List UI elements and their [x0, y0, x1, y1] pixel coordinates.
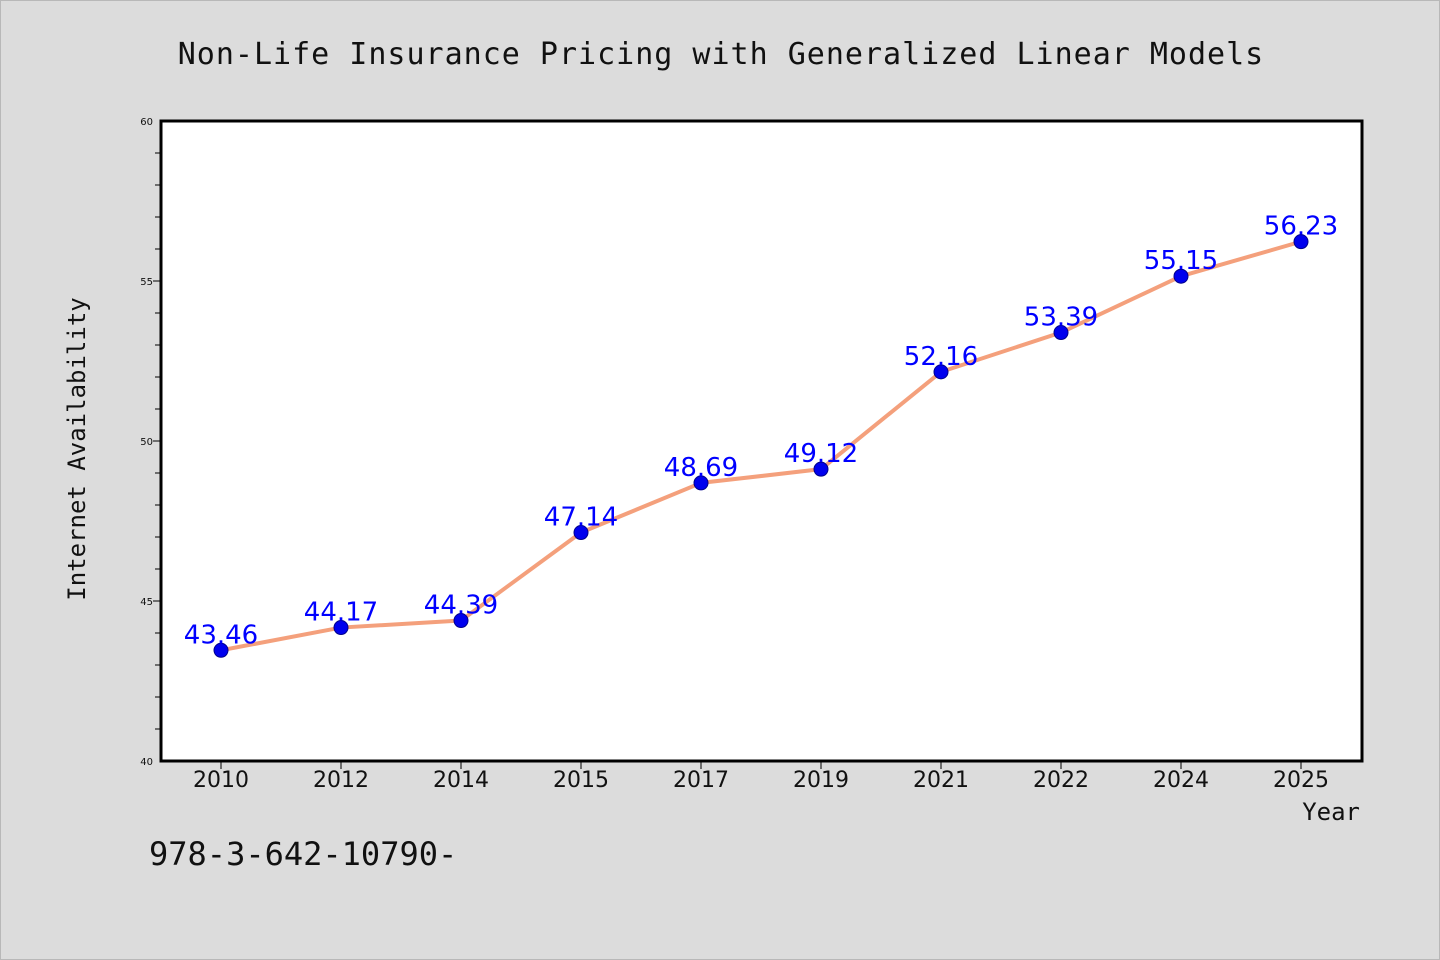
data-label: 43.46 [184, 620, 258, 650]
data-point [933, 364, 949, 380]
data-labels: 43.46 44.17 44.39 47.14 48.69 49.12 52.16 53.39… [184, 212, 1338, 651]
y-tick-label: 40 [140, 757, 153, 768]
y-tick-label: 60 [140, 117, 153, 128]
data-label: 48.69 [664, 453, 738, 483]
y-axis-label: Internet Availability [63, 297, 91, 600]
y-axis-ticks: 40 45 50 55 60 [140, 117, 161, 768]
x-tick-label: 2015 [553, 768, 609, 793]
x-tick-label: 2022 [1033, 768, 1089, 793]
data-label: 49.12 [784, 439, 858, 469]
data-point [813, 461, 829, 477]
y-tick-label: 50 [140, 437, 153, 448]
x-tick-label: 2019 [793, 768, 849, 793]
chart-title: Non-Life Insurance Pricing with Generali… [178, 37, 1265, 72]
data-label: 53.39 [1024, 303, 1098, 333]
data-label: 56.23 [1264, 212, 1338, 242]
y-tick-label: 45 [140, 597, 153, 608]
plot-area [159, 119, 1364, 763]
data-label: 44.17 [304, 598, 378, 628]
data-label: 52.16 [904, 342, 978, 372]
data-point [693, 475, 709, 491]
data-point [573, 525, 589, 541]
data-point [1173, 268, 1189, 284]
x-tick-label: 2014 [433, 768, 489, 793]
data-label: 44.39 [424, 591, 498, 621]
x-axis-ticks: 2010 2012 2014 2015 2017 2019 2021 2022 2024 2025 [193, 761, 1329, 793]
data-label: 47.14 [544, 503, 618, 533]
series-line [220, 239, 1302, 653]
data-point [333, 620, 349, 636]
data-point [453, 613, 469, 629]
footer-isbn-text: 978-3-642-10790- [149, 835, 457, 873]
data-point [213, 642, 229, 658]
data-point [1053, 325, 1069, 341]
x-tick-label: 2012 [313, 768, 369, 793]
data-label: 55.15 [1144, 246, 1218, 276]
x-tick-label: 2024 [1153, 768, 1209, 793]
data-point [1293, 234, 1309, 250]
series-markers [213, 234, 1309, 658]
x-tick-label: 2010 [193, 768, 249, 793]
x-tick-label: 2021 [913, 768, 969, 793]
y-tick-label: 55 [140, 277, 153, 288]
x-tick-label: 2025 [1273, 768, 1329, 793]
x-tick-label: 2017 [673, 768, 729, 793]
x-axis-label: Year [1302, 798, 1360, 826]
